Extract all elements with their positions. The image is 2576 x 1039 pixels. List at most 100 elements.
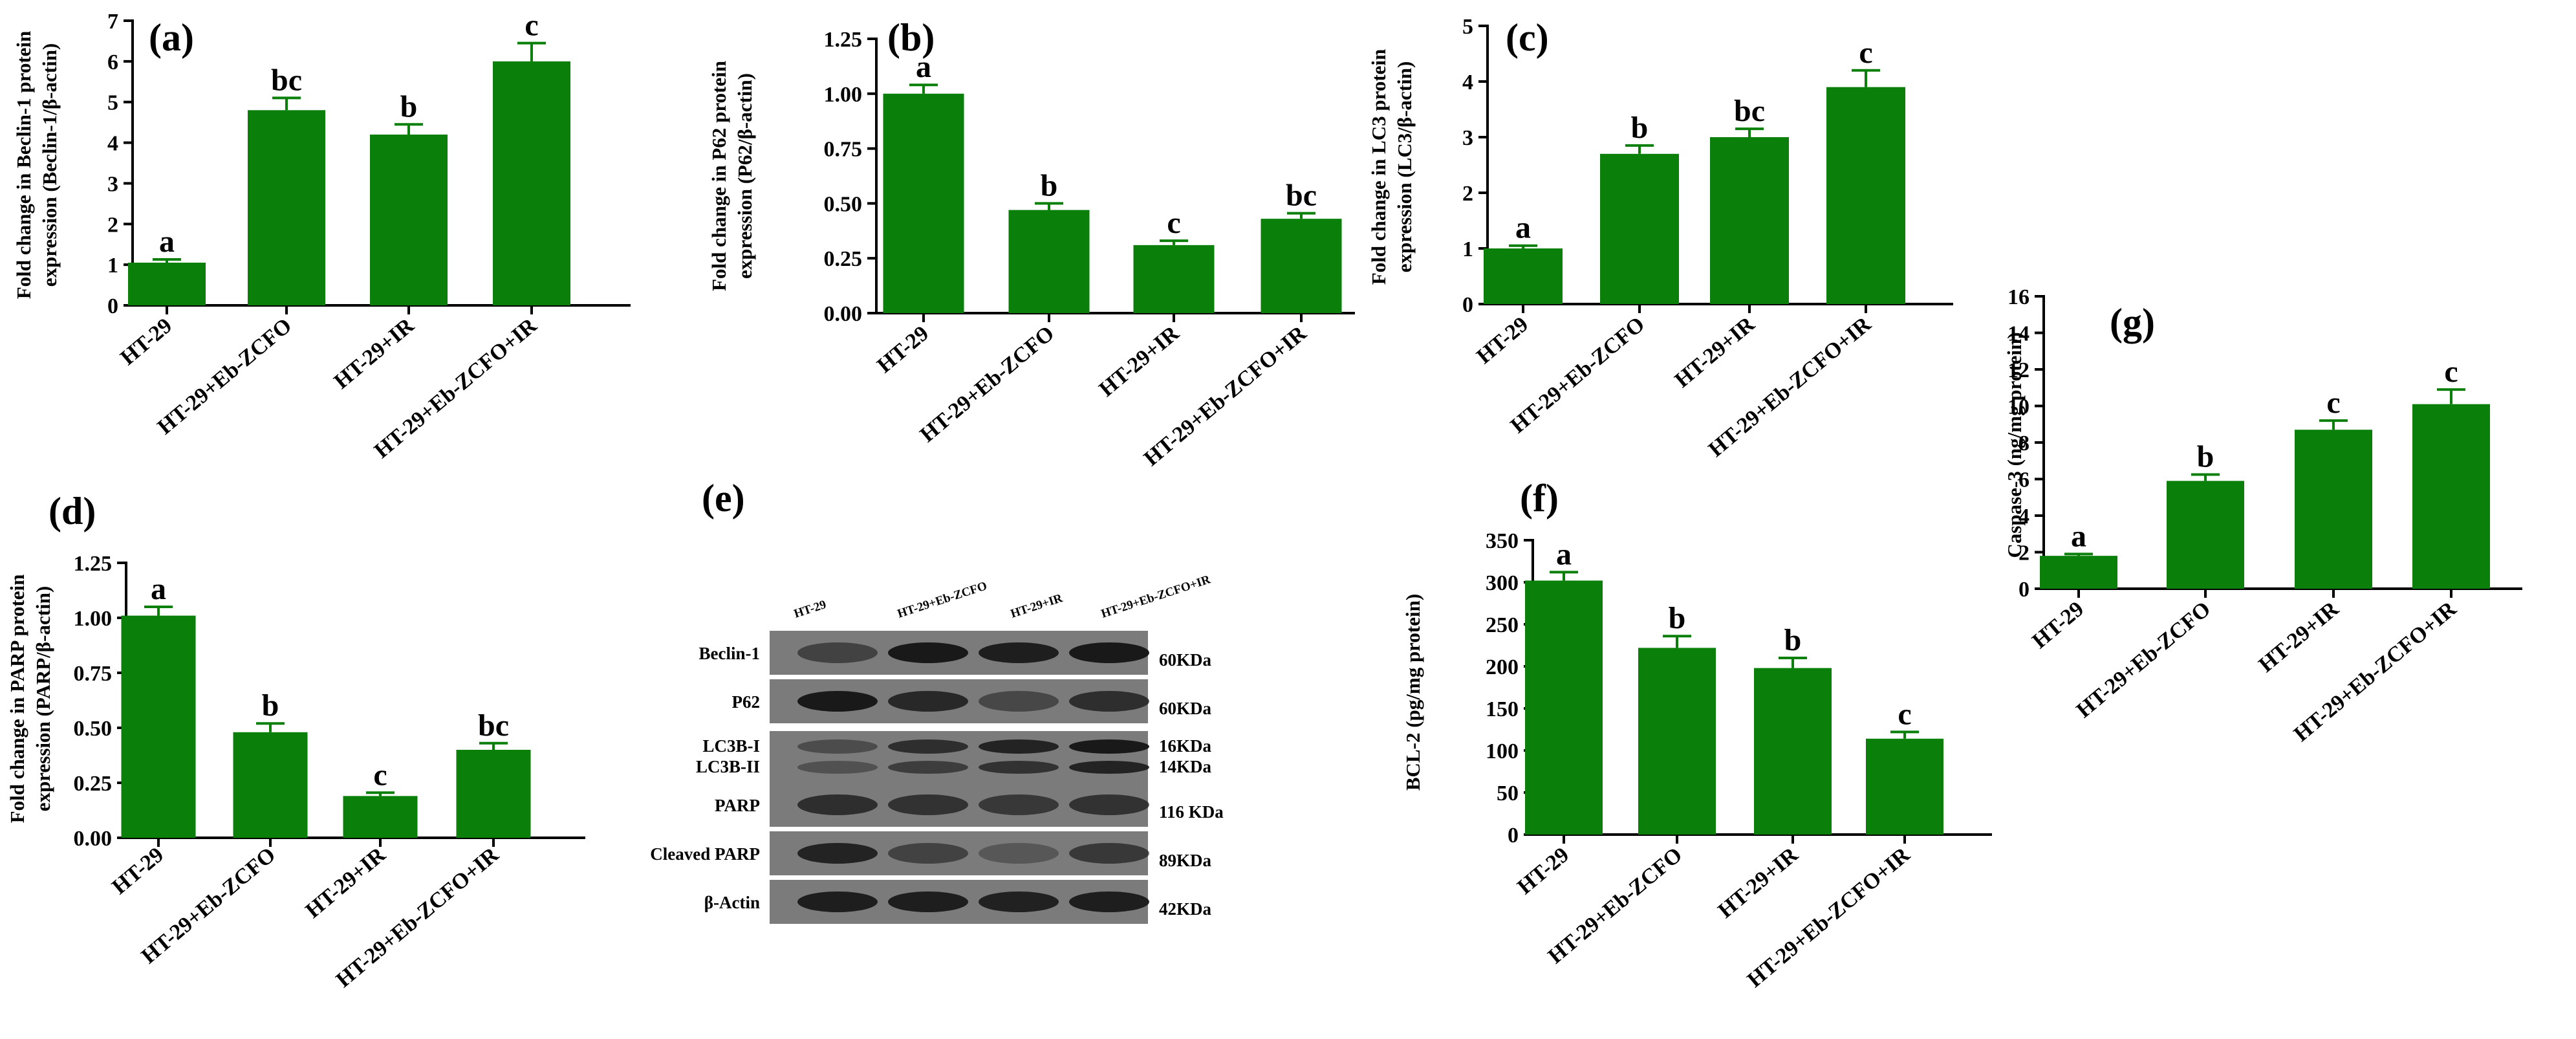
bar <box>493 61 570 305</box>
protein-label: β-Actin <box>704 893 760 912</box>
blot-band <box>1069 843 1149 864</box>
blot-band <box>797 739 878 754</box>
blot-band <box>1069 891 1149 912</box>
y-tick-label: 100 <box>1486 739 1519 763</box>
significance-letter: b <box>1041 168 1058 202</box>
y-tick-label: 0.00 <box>824 302 863 326</box>
y-axis-title-line: Fold change in Beclin-1 protein <box>12 31 35 300</box>
y-axis-title: Fold change in Beclin-1 protein expressio… <box>12 31 61 300</box>
blot-band <box>979 891 1059 912</box>
y-tick-label: 0 <box>1508 824 1519 848</box>
molecular-weight-label: 89KDa <box>1159 851 1212 870</box>
significance-letter: b <box>1631 111 1649 145</box>
significance-letter: a <box>1515 211 1531 245</box>
y-axis-title: Caspase-3 (ng/mg protein) <box>2003 332 2026 558</box>
molecular-weight-label: 60KDa <box>1159 699 1212 718</box>
panel-label: (f) <box>1520 477 1559 520</box>
bar <box>1484 248 1563 304</box>
y-tick-label: 1.25 <box>824 28 863 52</box>
significance-letter: b <box>262 688 279 723</box>
x-category-label: HT-29 <box>116 314 177 370</box>
y-tick-label: 150 <box>1486 697 1519 721</box>
blot-band <box>888 691 968 712</box>
panel-label: (b) <box>887 16 935 59</box>
protein-label: P62 <box>732 692 761 712</box>
y-tick-label: 2 <box>107 213 118 237</box>
blot-band <box>888 642 968 663</box>
y-tick-label: 350 <box>1486 529 1519 553</box>
molecular-weight-label: 116 KDa <box>1159 802 1224 822</box>
y-tick-label: 0.75 <box>824 138 863 162</box>
significance-letter: a <box>1556 537 1572 571</box>
significance-letter: bc <box>478 708 509 743</box>
bar <box>2167 481 2244 589</box>
bar <box>2040 556 2117 589</box>
significance-letter: bc <box>1734 94 1765 128</box>
bar <box>1866 738 1943 835</box>
panel-label: (g) <box>2110 301 2155 344</box>
significance-letter: c <box>1167 206 1180 240</box>
significance-letter: c <box>373 758 387 792</box>
molecular-weight-label: 42KDa <box>1159 899 1212 919</box>
x-category-label: HT-29 <box>1472 312 1533 369</box>
y-tick-label: 1.00 <box>74 607 113 631</box>
blot-strip <box>770 731 1148 783</box>
blot-band <box>888 794 968 815</box>
y-axis-title-line: Fold change in PARP protein <box>6 574 28 824</box>
x-category-label: HT-29+IR <box>301 842 391 923</box>
y-tick-label: 50 <box>1497 782 1519 805</box>
bar <box>121 615 196 838</box>
chart-panel-c: (c) Fold change in LC3 protein expression … <box>1367 15 1953 462</box>
blot-band <box>797 642 878 663</box>
lane-label: HT-29+IR <box>1009 591 1065 621</box>
y-tick-label: 2 <box>2019 541 2029 565</box>
blot-band <box>979 794 1059 815</box>
bar <box>1826 87 1905 304</box>
bar <box>1133 245 1215 313</box>
y-tick-label: 1.25 <box>74 552 113 576</box>
bar <box>1600 153 1679 304</box>
y-tick-label: 0 <box>2019 578 2029 602</box>
y-tick-label: 12 <box>2008 358 2029 382</box>
y-axis-title-line: expression (Beclin-1/β-actin) <box>38 43 61 287</box>
y-tick-label: 10 <box>2008 395 2029 419</box>
y-tick-label: 8 <box>2019 432 2029 455</box>
y-tick-label: 250 <box>1486 613 1519 637</box>
y-axis-title: BCL-2 (pg/mg protein) <box>1402 594 1424 791</box>
y-tick-label: 1 <box>1462 237 1473 261</box>
y-tick-label: 300 <box>1486 571 1519 595</box>
y-axis-title-line: expression (P62/β-actin) <box>733 73 756 279</box>
y-tick-label: 1.00 <box>824 83 863 107</box>
blot-band <box>979 642 1059 663</box>
blot-band <box>888 843 968 864</box>
lane-label: HT-29+Eb-ZCFO <box>896 579 989 621</box>
y-tick-label: 0 <box>107 294 118 318</box>
x-category-label: HT-29+IR <box>1714 842 1803 923</box>
y-tick-label: 0.00 <box>74 827 113 851</box>
y-axis-title: Fold change in LC3 protein expression (LC… <box>1367 49 1416 285</box>
y-tick-label: 0.50 <box>824 192 863 216</box>
blot-band <box>888 891 968 912</box>
blot-band <box>979 691 1059 712</box>
blot-band <box>888 761 968 774</box>
bar <box>370 135 448 305</box>
y-tick-label: 6 <box>107 50 118 74</box>
blot-band <box>888 739 968 754</box>
blot-band <box>1069 761 1149 774</box>
x-category-label: HT-29 <box>2028 597 2088 653</box>
y-tick-label: 1 <box>107 254 118 278</box>
protein-label: Cleaved PARP <box>650 844 760 864</box>
significance-letter: c <box>1898 697 1911 731</box>
lane-label: HT-29 <box>792 598 828 621</box>
significance-letter: b <box>2197 439 2214 474</box>
significance-letter: c <box>525 8 538 43</box>
blot-band <box>797 794 878 815</box>
western-blot-panel: (e) HT-29 HT-29+Eb-ZCFO HT-29+IR HT-29+Eb-ZC… <box>650 477 1224 924</box>
y-axis-title-line: Fold change in LC3 protein <box>1367 49 1390 285</box>
bar <box>456 750 531 838</box>
blot-band <box>797 891 878 912</box>
protein-label: LC3B-II <box>696 757 760 776</box>
y-tick-label: 0.50 <box>74 717 113 741</box>
y-axis-title: Fold change in P62 protein expression (P6… <box>708 61 756 291</box>
